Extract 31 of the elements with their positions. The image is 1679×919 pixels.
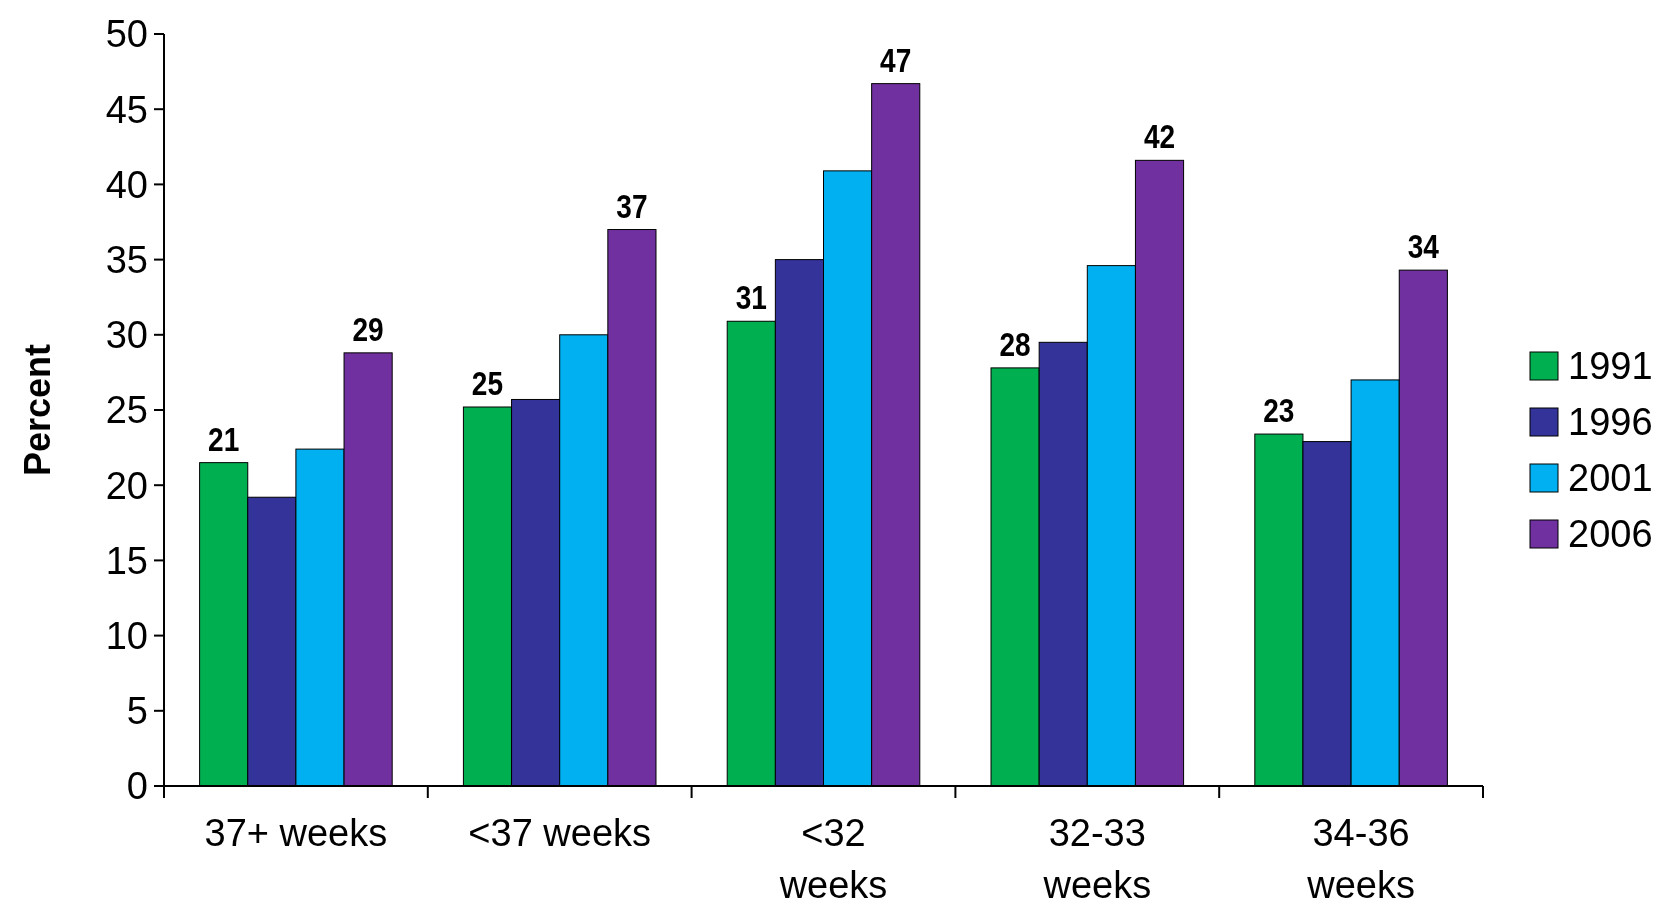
y-tick-label: 0 bbox=[126, 765, 148, 808]
data-label: 28 bbox=[999, 325, 1031, 363]
data-label: 25 bbox=[471, 364, 504, 402]
data-label: 47 bbox=[880, 41, 912, 79]
data-label: 21 bbox=[208, 420, 240, 458]
y-tick-label: 45 bbox=[105, 88, 148, 131]
data-label: 31 bbox=[735, 279, 767, 316]
legend-label: 2006 bbox=[1568, 513, 1653, 556]
y-tick-label: 35 bbox=[105, 238, 148, 281]
y-axis-title: Percent bbox=[17, 343, 58, 477]
y-tick-label: 20 bbox=[105, 464, 148, 507]
y-tick-label: 5 bbox=[126, 690, 148, 733]
data-label: 37 bbox=[616, 187, 648, 224]
y-tick-label: 30 bbox=[105, 314, 148, 357]
y-tick-label: 50 bbox=[105, 13, 148, 56]
x-tick-label: 34-36 weeks bbox=[1306, 812, 1415, 906]
data-label: 29 bbox=[352, 310, 384, 348]
x-tick-label: <37 weeks bbox=[468, 812, 652, 854]
y-tick-label: 10 bbox=[105, 614, 148, 657]
y-tick-label: 15 bbox=[105, 539, 148, 582]
y-tick-label: 40 bbox=[105, 163, 148, 206]
x-tick-label: 32-33 weeks bbox=[1042, 812, 1152, 906]
legend-label: 2001 bbox=[1568, 457, 1653, 500]
data-label: 34 bbox=[1407, 227, 1439, 265]
legend-label: 1996 bbox=[1568, 401, 1653, 444]
x-tick-label: 37+ weeks bbox=[204, 812, 388, 854]
x-tick-label: <32 weeks bbox=[778, 812, 888, 906]
data-label: 42 bbox=[1143, 118, 1176, 155]
legend-label: 1991 bbox=[1568, 345, 1653, 388]
y-tick-label: 25 bbox=[105, 389, 148, 432]
data-label: 23 bbox=[1263, 391, 1295, 429]
